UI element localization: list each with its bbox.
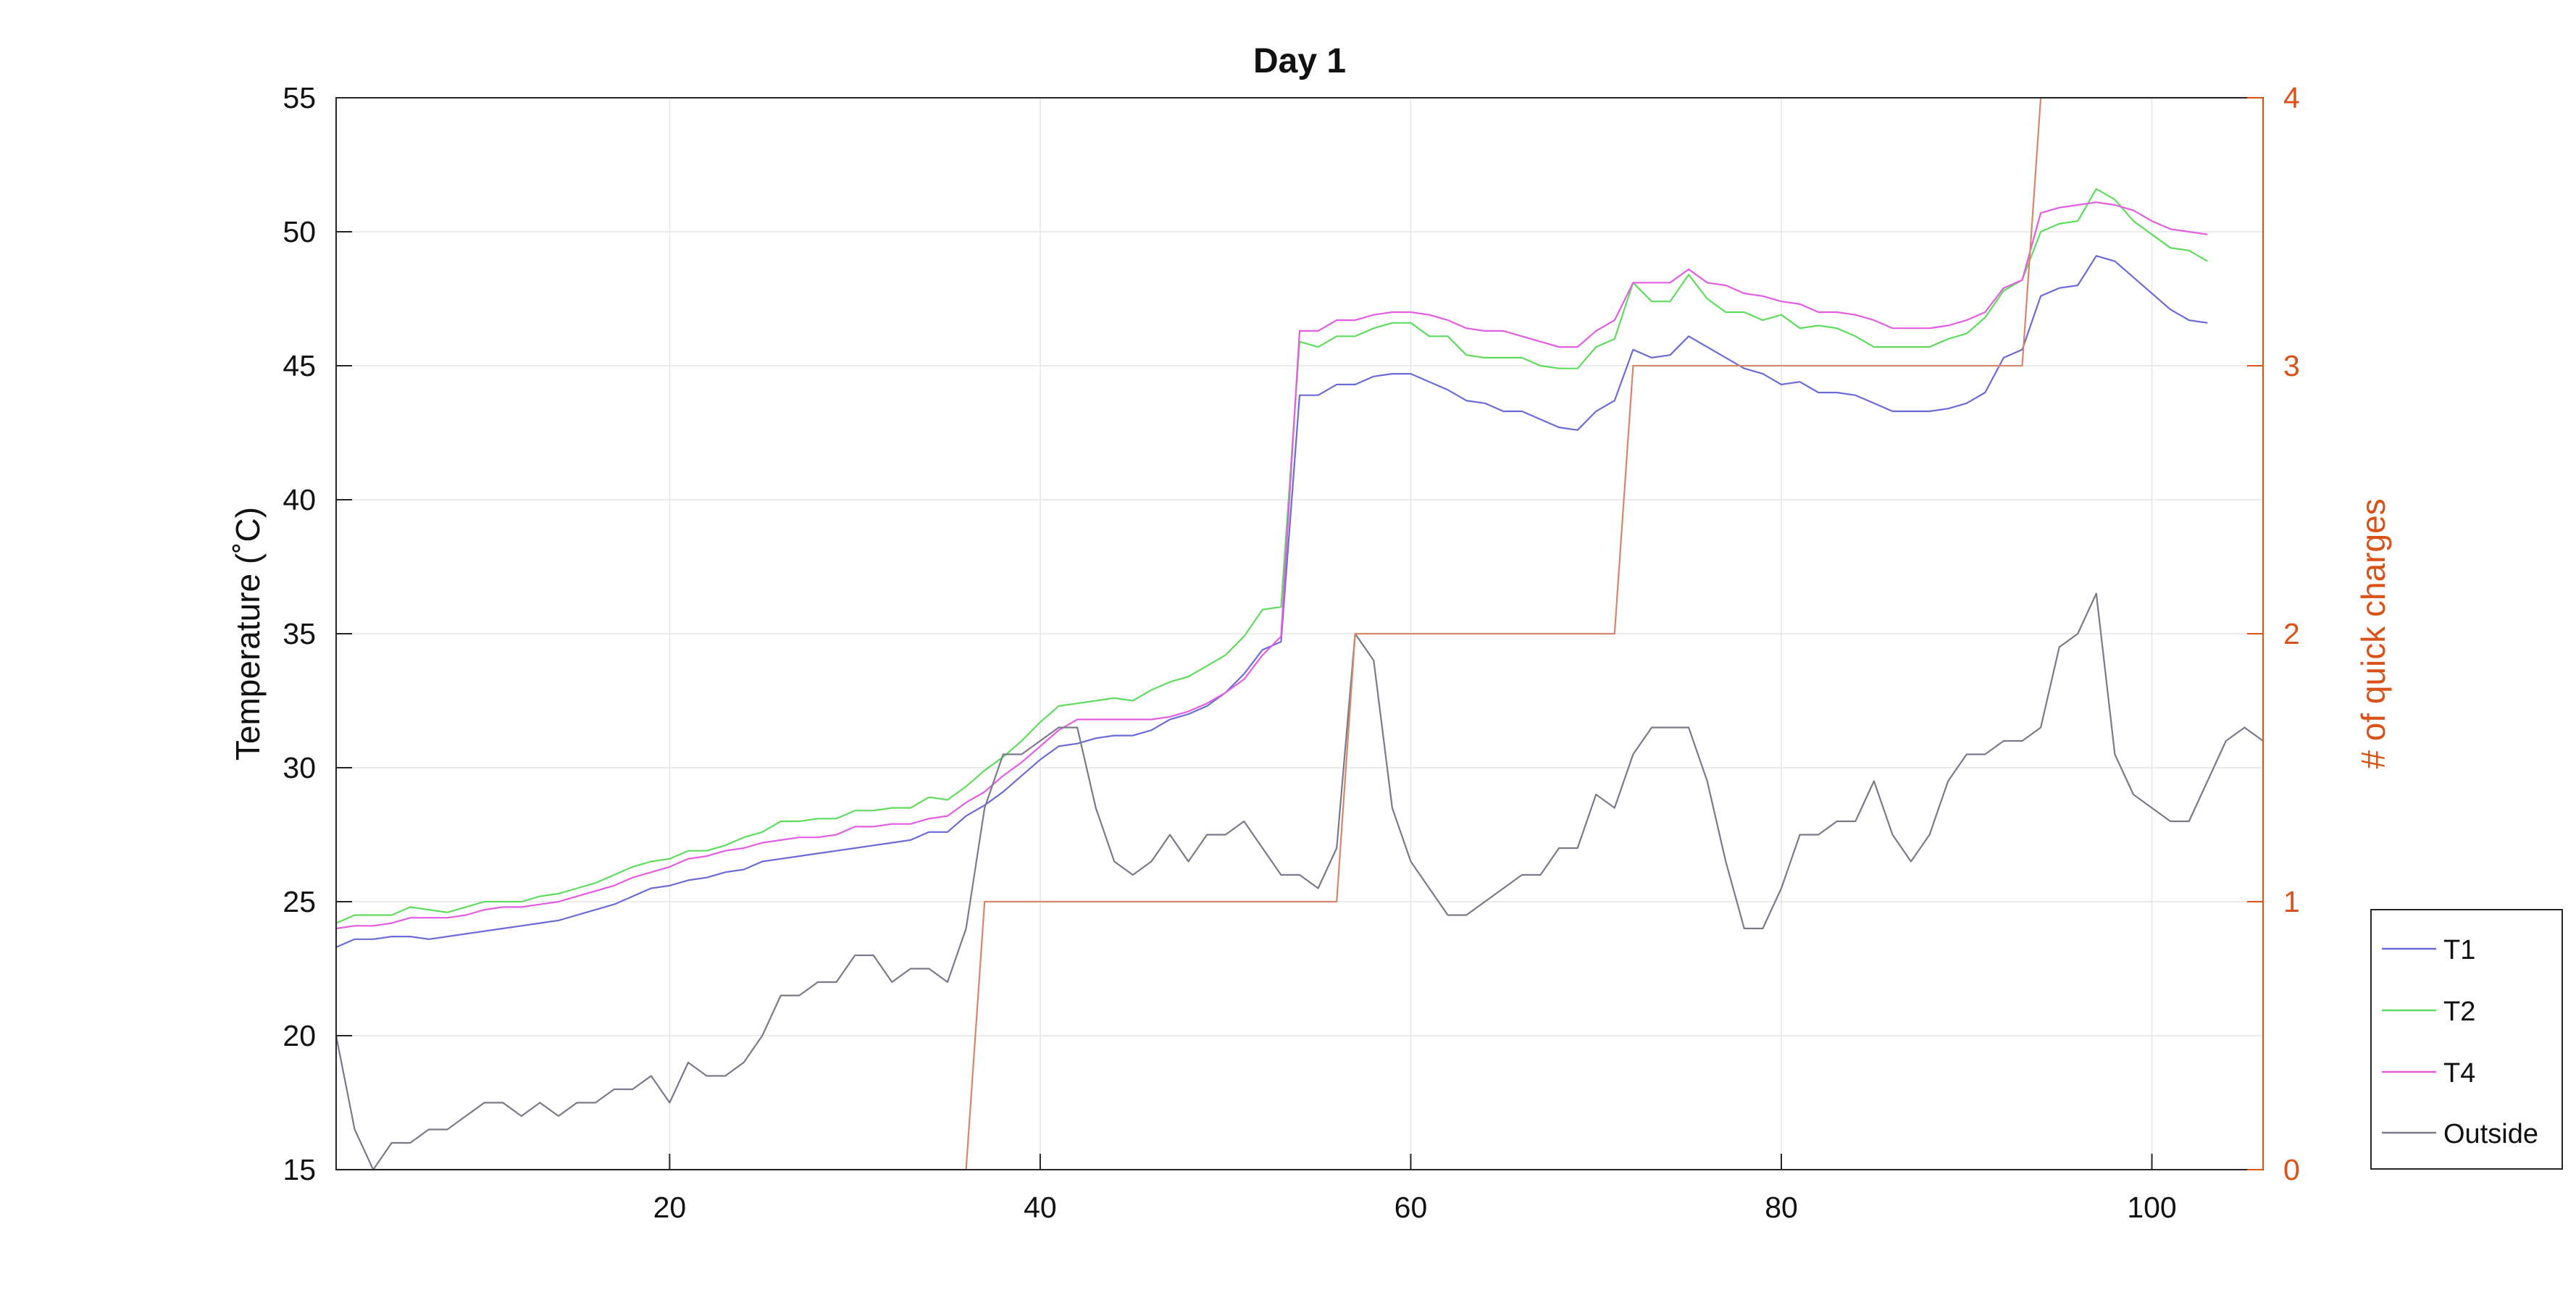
- y-tick-label-left: 35: [283, 617, 316, 650]
- x-tick-label: 80: [1765, 1191, 1798, 1224]
- legend-label-outside: Outside: [2443, 1119, 2538, 1149]
- plot-lines: [335, 96, 2264, 1171]
- legend-label-t2: T2: [2443, 997, 2475, 1027]
- series-line-outside: [335, 592, 2264, 1171]
- chart-title: Day 1: [1253, 42, 1346, 80]
- series-line-quick-charges: [336, 96, 2263, 1171]
- y-axis-right: 0 1 2 3 4: [2247, 81, 2300, 1186]
- y-axis-right-label: # of quick charges: [2354, 498, 2392, 768]
- y-axis-left: 15 20 25 30 35 40 45 50 55: [283, 81, 352, 1186]
- x-tick-label: 100: [2127, 1191, 2176, 1224]
- y-tick-label-right: 0: [2283, 1153, 2300, 1186]
- y-tick-label-left: 20: [283, 1019, 316, 1052]
- series-line-t2: [335, 188, 2208, 924]
- y-axis-left-label: Temperature (˚C): [229, 507, 267, 760]
- y-tick-label-left: 40: [283, 483, 316, 516]
- legend: T1 T2 T4 Outside: [2370, 909, 2563, 1170]
- series-line-t4: [335, 201, 2208, 930]
- y-tick-label-left: 50: [283, 215, 316, 248]
- legend-label-t4: T4: [2443, 1058, 2475, 1089]
- y-tick-label-left: 15: [283, 1153, 316, 1186]
- y-tick-label-right: 4: [2283, 81, 2300, 114]
- x-axis: 20 40 60 80 100: [653, 1154, 2177, 1224]
- x-tick-label: 40: [1024, 1191, 1057, 1224]
- y-tick-label-left: 25: [283, 885, 316, 918]
- legend-box: [2370, 909, 2563, 1170]
- y-tick-label-left: 30: [283, 751, 316, 784]
- y-tick-label-right: 1: [2283, 885, 2300, 918]
- y-tick-label-right: 2: [2283, 617, 2300, 650]
- x-tick-label: 60: [1394, 1191, 1428, 1224]
- x-tick-label: 20: [653, 1191, 687, 1224]
- grid: [336, 97, 2263, 1170]
- y-tick-label-right: 3: [2283, 349, 2300, 382]
- legend-label-t1: T1: [2443, 935, 2475, 965]
- y-tick-label-left: 45: [283, 349, 316, 382]
- y-tick-label-left: 55: [283, 81, 316, 114]
